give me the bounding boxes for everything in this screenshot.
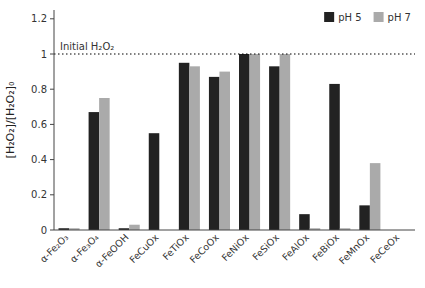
annotation: Initial H₂O₂	[60, 41, 114, 52]
legend-label: pH 5	[338, 12, 361, 23]
y-tick-label: 0.4	[31, 154, 47, 165]
bar	[250, 54, 261, 230]
bar	[189, 66, 200, 230]
bar	[209, 77, 220, 230]
bar	[129, 225, 140, 230]
y-axis-label: [H₂O₂]/[H₂O₂]₀	[4, 81, 17, 158]
y-tick-label: 1	[41, 49, 47, 60]
x-tick-label: α-Fe₂O₃	[38, 232, 71, 265]
bar	[359, 205, 370, 230]
x-tick-label: FeCoOx	[187, 231, 221, 265]
x-tick-label: FeNiOx	[219, 231, 251, 263]
bar	[219, 72, 230, 230]
bar	[149, 133, 160, 230]
x-tick-label: FeAlOx	[280, 231, 311, 262]
y-tick-label: 0.8	[31, 84, 47, 95]
bar	[370, 163, 381, 230]
y-tick	[50, 54, 54, 55]
x-tick-label: FeCuOx	[127, 231, 161, 265]
bar	[329, 84, 340, 230]
x-tick-label: FeSiOx	[250, 231, 281, 262]
y-tick-label: 0.2	[31, 189, 47, 200]
y-axis	[54, 10, 55, 230]
bar	[89, 112, 100, 230]
chart: Initial H₂O₂ 0 0.2 0.4 0.6 0.8 1 1.2 α-Fe₂O₃ α-Fe…	[0, 0, 425, 288]
legend-label: pH 7	[388, 12, 411, 23]
bar	[269, 66, 280, 230]
y-tick	[50, 159, 54, 160]
y-tick	[50, 230, 54, 231]
bar	[299, 214, 310, 230]
legend-swatch	[324, 12, 334, 22]
x-axis	[54, 230, 415, 231]
y-tick	[50, 89, 54, 90]
legend: pH 5 pH 7	[324, 12, 411, 23]
y-tick	[50, 18, 54, 19]
y-tick	[50, 194, 54, 195]
x-tick-label: FeMnOx	[337, 231, 372, 266]
x-tick-label: FeCeOx	[368, 231, 402, 265]
bar	[239, 54, 250, 230]
y-tick-label: 0	[41, 225, 47, 236]
y-tick-label: 0.6	[31, 119, 47, 130]
y-tick	[50, 124, 54, 125]
bar	[179, 63, 190, 230]
x-tick-label: α-FeOOH	[93, 232, 131, 270]
bar	[280, 54, 291, 230]
y-tick-label: 1.2	[31, 13, 47, 24]
bars	[54, 54, 415, 230]
bar	[99, 98, 110, 230]
legend-swatch	[374, 12, 384, 22]
reference-line	[54, 53, 415, 54]
